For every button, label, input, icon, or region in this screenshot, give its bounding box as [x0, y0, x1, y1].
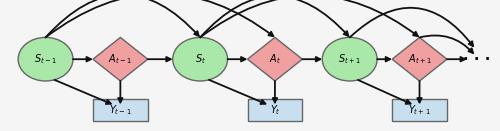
Text: $S_{t+1}$: $S_{t+1}$ — [338, 52, 361, 66]
Text: $Y_{t+1}$: $Y_{t+1}$ — [408, 103, 431, 117]
Text: $S_{t}$: $S_{t}$ — [194, 52, 205, 66]
Text: $A_{t-1}$: $A_{t-1}$ — [108, 52, 132, 66]
FancyBboxPatch shape — [392, 99, 447, 121]
Text: $S_{t-1}$: $S_{t-1}$ — [34, 52, 57, 66]
Text: $A_{t}$: $A_{t}$ — [269, 52, 281, 66]
Text: · · ·: · · · — [463, 52, 490, 67]
Polygon shape — [248, 37, 302, 81]
Ellipse shape — [172, 37, 228, 81]
Text: $A_{t+1}$: $A_{t+1}$ — [408, 52, 432, 66]
Ellipse shape — [18, 37, 73, 81]
FancyBboxPatch shape — [93, 99, 148, 121]
Text: $Y_{t-1}$: $Y_{t-1}$ — [109, 103, 132, 117]
FancyBboxPatch shape — [248, 99, 302, 121]
Polygon shape — [392, 37, 447, 81]
Text: $Y_{t}$: $Y_{t}$ — [270, 103, 280, 117]
Ellipse shape — [322, 37, 377, 81]
Polygon shape — [93, 37, 148, 81]
